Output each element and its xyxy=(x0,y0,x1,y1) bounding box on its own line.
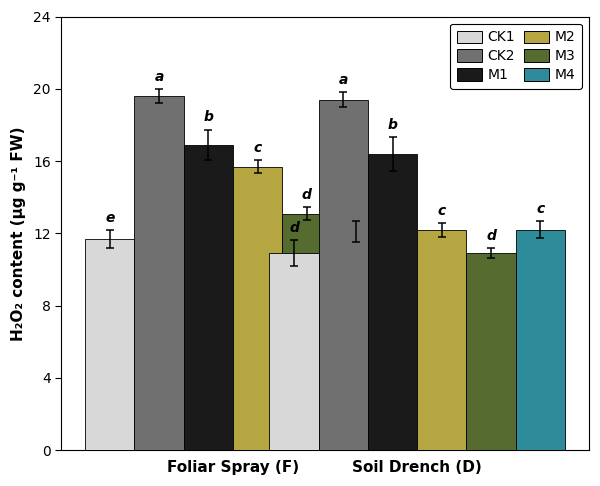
Text: d: d xyxy=(302,188,312,202)
Bar xyxy=(368,154,417,450)
Bar xyxy=(417,230,466,450)
Text: a: a xyxy=(338,73,348,87)
Y-axis label: H₂O₂ content (μg g⁻¹ FW): H₂O₂ content (μg g⁻¹ FW) xyxy=(11,126,26,341)
Text: a: a xyxy=(154,70,164,84)
Bar xyxy=(85,239,134,450)
Text: d: d xyxy=(289,221,299,235)
Bar xyxy=(282,213,331,450)
Bar xyxy=(184,145,233,450)
Legend: CK1, CK2, M1, M2, M3, M4: CK1, CK2, M1, M2, M3, M4 xyxy=(450,23,582,89)
Text: c: c xyxy=(437,204,446,218)
Bar xyxy=(134,96,184,450)
Bar xyxy=(269,253,319,450)
Text: de: de xyxy=(346,202,366,216)
Text: c: c xyxy=(536,202,544,216)
Text: b: b xyxy=(203,110,213,124)
Bar xyxy=(466,253,515,450)
Text: d: d xyxy=(486,229,496,243)
Text: b: b xyxy=(388,118,397,132)
Bar xyxy=(515,230,565,450)
Text: e: e xyxy=(105,211,115,225)
Bar xyxy=(319,100,368,450)
Bar xyxy=(233,167,282,450)
Bar xyxy=(331,232,381,450)
Text: c: c xyxy=(253,140,262,155)
